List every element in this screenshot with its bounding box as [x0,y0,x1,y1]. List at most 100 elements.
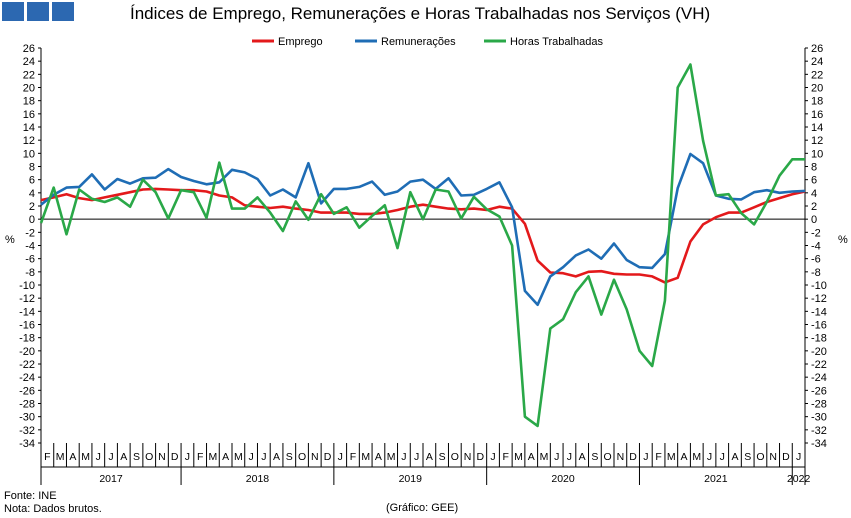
month-label: A [69,451,76,463]
y-tick-label-right: -4 [811,241,821,253]
month-label: M [667,451,676,463]
month-label: J [248,451,253,463]
legend-label: Remunerações [381,36,456,48]
y-tick-label-left: -18 [19,333,35,345]
month-label: S [439,451,446,463]
month-label: J [96,451,101,463]
y-tick-label-right: 14 [811,122,823,134]
month-label: O [451,451,459,463]
y-tick-label-right: -28 [811,399,827,411]
y-tick-label-right: -34 [811,438,827,450]
y-tick-label-left: 10 [23,148,35,160]
month-label: F [44,451,50,463]
month-label: J [261,451,266,463]
y-tick-label-right: -8 [811,267,821,279]
month-label: S [286,451,293,463]
y-tick-label-left: 24 [23,56,35,68]
legend-label: Emprego [278,36,323,48]
month-label: M [514,451,523,463]
month-label: F [503,451,509,463]
month-label: A [120,451,127,463]
y-axis-label-right: % [838,234,848,246]
month-label: N [311,451,319,463]
month-label: A [375,451,382,463]
chart-title: Índices de Emprego, Remunerações e Horas… [130,4,711,23]
y-tick-label-left: -24 [19,372,35,384]
year-label: 2022 [787,473,811,485]
footer-credit: (Gráfico: GEE) [386,502,459,514]
y-tick-label-left: 8 [29,162,35,174]
y-tick-label-right: 24 [811,56,823,68]
month-label: O [604,451,612,463]
y-tick-label-left: 12 [23,135,35,147]
month-label: N [158,451,166,463]
y-tick-label-right: -20 [811,346,827,358]
month-label: J [720,451,725,463]
legend-label: Horas Trabalhadas [510,36,603,48]
month-label: D [324,451,332,463]
month-label: A [681,451,688,463]
month-label: N [464,451,472,463]
month-label: A [528,451,535,463]
year-label: 2020 [551,473,575,485]
y-tick-label-left: 26 [23,43,35,55]
y-tick-label-right: 26 [811,43,823,55]
month-label: M [234,451,243,463]
month-label: J [490,451,495,463]
footer-source: Fonte: INE [4,490,57,502]
month-label: A [579,451,586,463]
y-tick-label-left: -4 [25,241,35,253]
year-label: 2019 [399,473,423,485]
y-tick-label-left: 4 [29,188,35,200]
month-label: F [655,451,661,463]
y-tick-label-right: 4 [811,188,817,200]
y-tick-label-right: 18 [811,96,823,108]
y-axis-label-left: % [5,234,15,246]
month-label: J [707,451,712,463]
month-label: J [108,451,113,463]
y-tick-label-right: -18 [811,333,827,345]
month-label: N [617,451,625,463]
month-label: S [744,451,751,463]
y-tick-label-left: 18 [23,96,35,108]
y-tick-label-right: -32 [811,425,827,437]
y-tick-label-left: -22 [19,359,35,371]
footer-note: Nota: Dados brutos. [4,503,102,515]
y-tick-label-left: -6 [25,254,35,266]
year-label: 2017 [99,473,123,485]
y-tick-label-left: -20 [19,346,35,358]
y-tick-label-right: -26 [811,385,827,397]
y-tick-label-left: -10 [19,280,35,292]
month-label: O [298,451,306,463]
month-label: M [56,451,65,463]
month-label: D [782,451,790,463]
y-tick-label-right: -16 [811,320,827,332]
y-tick-label-right: 2 [811,201,817,213]
month-label: M [81,451,90,463]
month-label: D [629,451,637,463]
y-tick-label-left: 16 [23,109,35,121]
month-label: D [477,451,485,463]
logo-blocks [2,2,74,21]
month-label: J [796,451,801,463]
y-tick-label-left: 6 [29,175,35,187]
month-label: O [145,451,153,463]
y-tick-label-left: -12 [19,293,35,305]
month-label: J [414,451,419,463]
month-label: J [643,451,648,463]
y-tick-label-right: -2 [811,227,821,239]
month-label: N [769,451,777,463]
y-tick-label-right: -22 [811,359,827,371]
y-tick-label-right: -14 [811,306,827,318]
series-line-horas-trabalhadas [39,63,805,428]
y-tick-label-right: -12 [811,293,827,305]
month-label: A [731,451,738,463]
y-tick-label-left: -30 [19,412,35,424]
y-tick-label-left: -28 [19,399,35,411]
month-label: F [350,451,356,463]
month-label: S [591,451,598,463]
month-label: M [540,451,549,463]
y-tick-label-right: 8 [811,162,817,174]
y-tick-label-left: 2 [29,201,35,213]
